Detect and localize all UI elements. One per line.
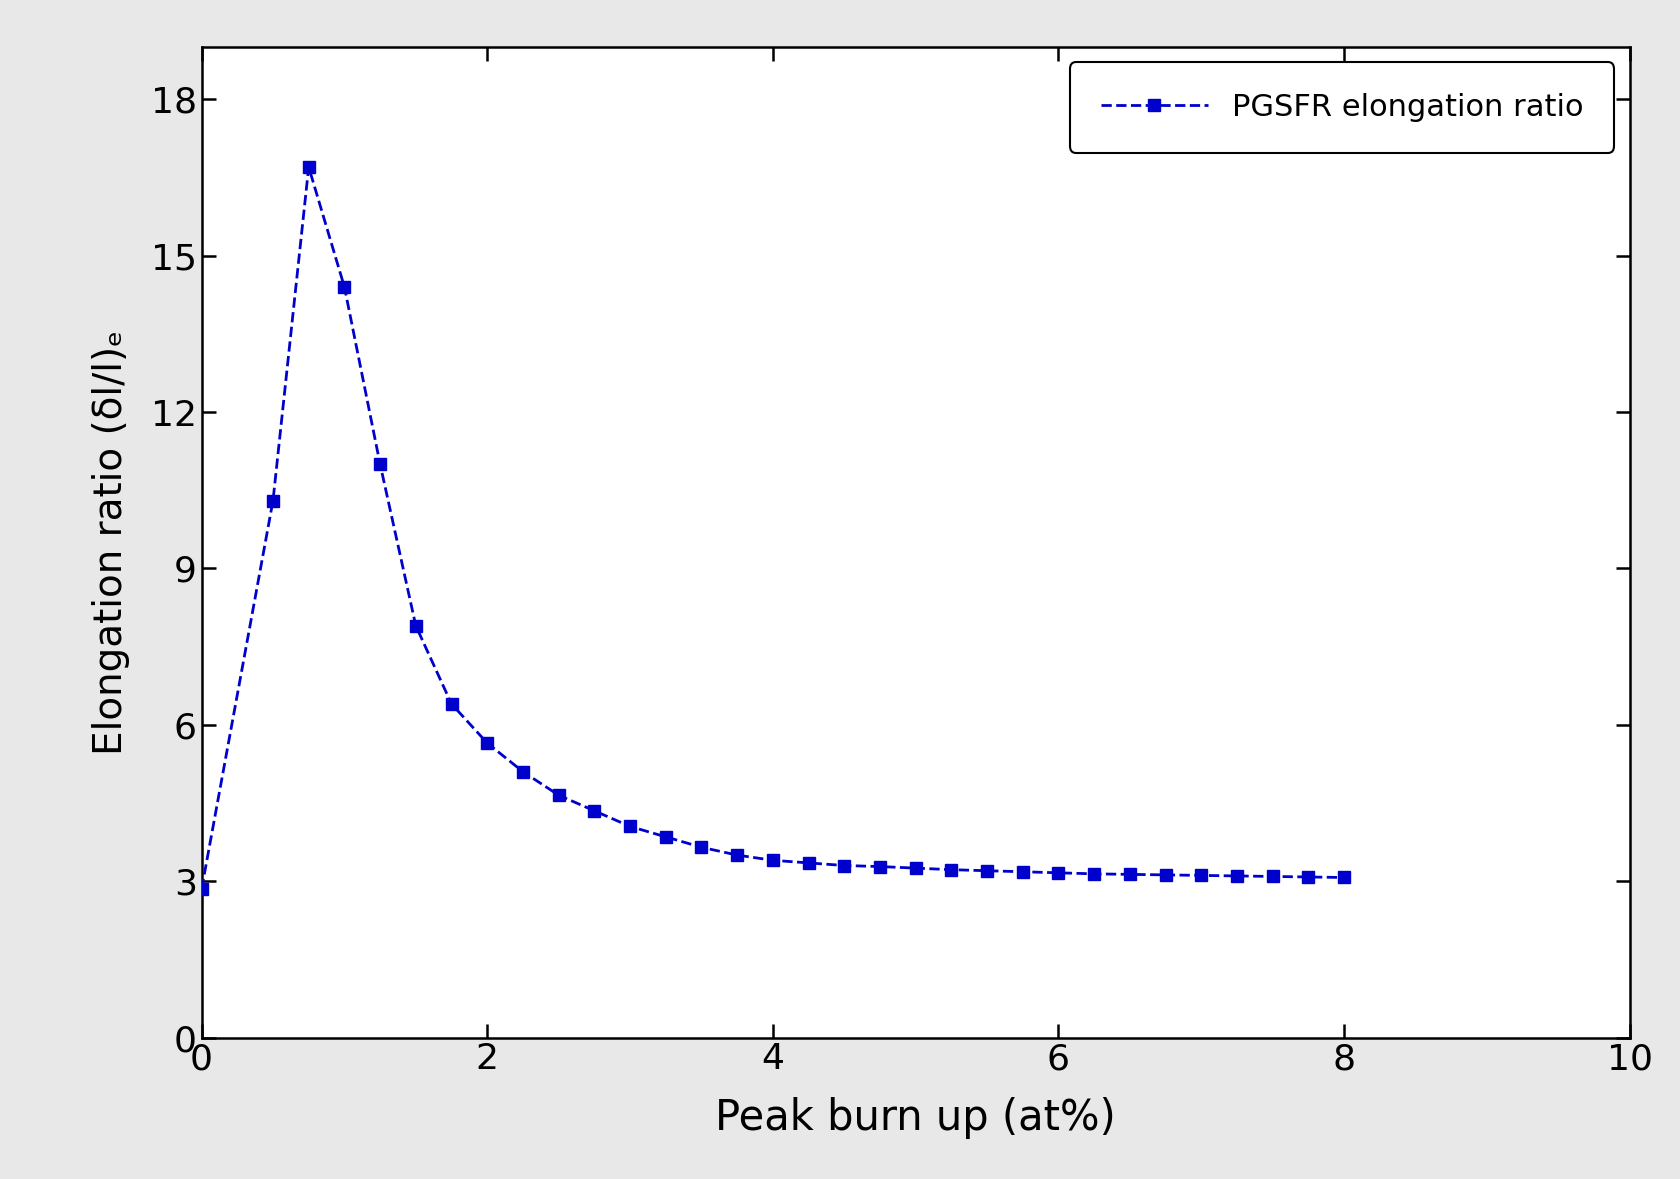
PGSFR elongation ratio xyxy=(1013,864,1033,878)
PGSFR elongation ratio xyxy=(835,858,855,872)
PGSFR elongation ratio xyxy=(192,882,212,896)
PGSFR elongation ratio xyxy=(548,788,568,802)
PGSFR elongation ratio xyxy=(727,848,748,862)
PGSFR elongation ratio xyxy=(299,160,319,174)
Legend: PGSFR elongation ratio: PGSFR elongation ratio xyxy=(1070,62,1614,152)
PGSFR elongation ratio xyxy=(692,841,712,855)
PGSFR elongation ratio xyxy=(906,861,926,875)
PGSFR elongation ratio xyxy=(763,854,783,868)
PGSFR elongation ratio xyxy=(370,457,390,472)
PGSFR elongation ratio xyxy=(1334,870,1354,884)
PGSFR elongation ratio xyxy=(512,765,533,779)
PGSFR elongation ratio xyxy=(1119,868,1139,882)
PGSFR elongation ratio xyxy=(1084,867,1104,881)
PGSFR elongation ratio xyxy=(870,859,890,874)
Y-axis label: Elongation ratio (δl/l)ₑ: Elongation ratio (δl/l)ₑ xyxy=(92,330,129,755)
PGSFR elongation ratio xyxy=(477,736,497,750)
PGSFR elongation ratio xyxy=(442,697,462,711)
PGSFR elongation ratio xyxy=(1263,869,1284,883)
PGSFR elongation ratio xyxy=(407,619,427,633)
PGSFR elongation ratio xyxy=(941,863,961,877)
PGSFR elongation ratio xyxy=(1191,869,1211,883)
PGSFR elongation ratio xyxy=(585,804,605,818)
PGSFR elongation ratio xyxy=(262,494,282,508)
X-axis label: Peak burn up (at%): Peak burn up (at%) xyxy=(716,1098,1116,1139)
PGSFR elongation ratio xyxy=(798,856,818,870)
PGSFR elongation ratio xyxy=(1156,868,1176,882)
PGSFR elongation ratio xyxy=(1226,869,1247,883)
PGSFR elongation ratio xyxy=(620,819,640,834)
PGSFR elongation ratio xyxy=(978,864,998,878)
PGSFR elongation ratio xyxy=(655,830,675,844)
PGSFR elongation ratio xyxy=(1299,870,1319,884)
PGSFR elongation ratio xyxy=(334,279,354,294)
PGSFR elongation ratio xyxy=(1048,865,1068,880)
Line: PGSFR elongation ratio: PGSFR elongation ratio xyxy=(195,160,1351,895)
